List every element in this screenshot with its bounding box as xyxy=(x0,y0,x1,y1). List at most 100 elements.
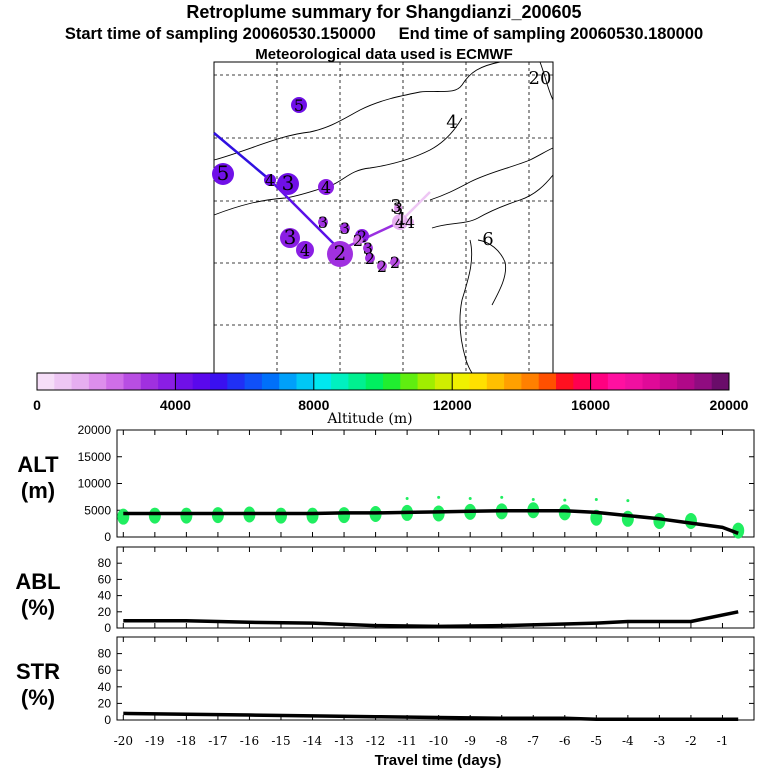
cluster-label: 2 xyxy=(377,257,387,276)
series-line-alt xyxy=(123,509,739,535)
colorbar-cell xyxy=(383,373,401,390)
colorbar-cell xyxy=(244,373,263,390)
y-tick-label: 40 xyxy=(98,589,112,603)
cluster-label: 4 xyxy=(265,171,275,190)
panel-frame xyxy=(116,546,755,629)
x-axis-label: Travel time (days) xyxy=(375,752,502,768)
alt-scatter-top xyxy=(405,496,409,500)
y-axis-unit: (%) xyxy=(21,595,55,620)
colorbar-tick-label: 16000 xyxy=(571,397,610,413)
cluster-label: 3 xyxy=(284,225,297,249)
map-label: 4 xyxy=(446,112,457,133)
cluster-label: 3 xyxy=(340,219,350,238)
colorbar-cell xyxy=(71,373,90,390)
series-line-str xyxy=(123,711,739,721)
colorbar-cell xyxy=(106,373,124,390)
cluster-label: 2 xyxy=(353,231,363,250)
cluster-label: 3 xyxy=(393,199,403,218)
y-tick-label: 60 xyxy=(98,572,112,586)
x-tick-label: -8 xyxy=(496,734,508,748)
cluster-dot xyxy=(363,243,373,253)
colorbar-tick-label: 8000 xyxy=(298,397,329,413)
colorbar-cell xyxy=(88,373,107,390)
colorbar-cell xyxy=(694,373,713,390)
cluster-dot xyxy=(318,179,334,195)
colorbar-cell xyxy=(192,373,211,390)
colorbar-cell xyxy=(607,373,626,390)
end-time: End time of sampling 20060530.180000 xyxy=(398,25,704,43)
x-tick-label: -20 xyxy=(114,734,133,748)
colorbar-cell xyxy=(504,373,522,390)
x-tick-label: -11 xyxy=(397,734,416,748)
colorbar-cell xyxy=(37,373,55,390)
y-tick-label: 0 xyxy=(104,713,111,727)
map-cluster: 4 xyxy=(318,178,334,197)
map-cluster: 1 xyxy=(397,209,407,228)
sampling-times: Start time of sampling 20060530.150000 E… xyxy=(0,25,768,44)
y-tick-label: 15000 xyxy=(78,450,112,464)
map-cluster: 3 xyxy=(318,213,328,232)
map-cluster: 5 xyxy=(212,161,234,185)
colorbar-cell xyxy=(400,373,419,390)
colorbar-cell xyxy=(313,373,332,390)
colorbar-cell xyxy=(538,373,557,390)
alt-scatter-point xyxy=(306,507,319,524)
y-tick-label: 80 xyxy=(98,647,112,661)
panel-frame xyxy=(116,636,755,721)
y-tick-label: 20 xyxy=(98,605,112,619)
colorbar-label: Altitude (m) xyxy=(326,411,412,427)
cluster-label: 2 xyxy=(390,253,400,272)
map-cluster: 2 xyxy=(377,257,387,276)
colorbar-cell xyxy=(227,373,246,390)
y-tick-label: 5000 xyxy=(84,503,111,517)
map-cluster: 4 xyxy=(296,241,314,260)
colorbar-cell xyxy=(625,373,643,390)
cluster-label: 3 xyxy=(363,239,373,258)
cluster-label: 2 xyxy=(365,249,375,268)
x-tick-label: -2 xyxy=(685,734,697,748)
colorbar-cell xyxy=(158,373,176,390)
colorbar-cell xyxy=(365,373,384,390)
cluster-dot xyxy=(280,228,300,248)
cluster-label: 2 xyxy=(334,241,347,265)
x-axis: -20 -19 -18 -17 -16 -15 -14 -13 -12 -11 -10 -9 -8 -7 -… xyxy=(114,734,729,748)
cluster-label: 1 xyxy=(397,209,407,228)
x-tick-label: -1 xyxy=(717,734,729,748)
y-tick-label: 10000 xyxy=(78,477,112,491)
cluster-dot xyxy=(399,215,405,221)
colorbar-cell xyxy=(434,373,453,390)
cluster-dot xyxy=(296,241,314,259)
alt-scatter-point xyxy=(621,510,634,527)
map-labels: 4 6 20 3 xyxy=(390,68,551,250)
map-cluster: 3 xyxy=(280,225,300,249)
x-tick-label: -14 xyxy=(303,734,323,748)
x-tick-label: -16 xyxy=(240,734,259,748)
colorbar-tick-label: 4000 xyxy=(160,397,191,413)
colorbar-cell xyxy=(123,373,142,390)
cluster-dot xyxy=(390,257,400,267)
colorbar-cell xyxy=(210,373,228,390)
colorbar-cell xyxy=(521,373,540,390)
colorbar-tick-label: 12000 xyxy=(433,397,472,413)
colorbar-cell xyxy=(659,373,678,390)
x-tick-label: -17 xyxy=(208,734,227,748)
colorbar-cell xyxy=(452,373,470,390)
x-tick-label: -10 xyxy=(429,734,448,748)
cluster-label: 4 xyxy=(395,213,405,232)
coastlines xyxy=(213,61,554,374)
x-tick-label: -6 xyxy=(559,734,571,748)
colorbar-cell xyxy=(296,373,315,390)
map-cluster: 2 xyxy=(353,231,363,250)
y-axis-label: ALT xyxy=(17,452,59,477)
cluster-dot xyxy=(291,97,307,113)
alt-scatter-top xyxy=(500,495,504,499)
cluster-label: 4 xyxy=(321,178,331,197)
alt-scatter-top xyxy=(594,498,598,502)
map-cluster: 4 xyxy=(405,213,415,232)
cluster-label: 5 xyxy=(217,161,230,185)
y-axis-label: ABL xyxy=(15,569,60,594)
colorbar-cell xyxy=(556,373,574,390)
map-cluster: 2 xyxy=(390,253,400,272)
colorbar-cell xyxy=(279,373,297,390)
